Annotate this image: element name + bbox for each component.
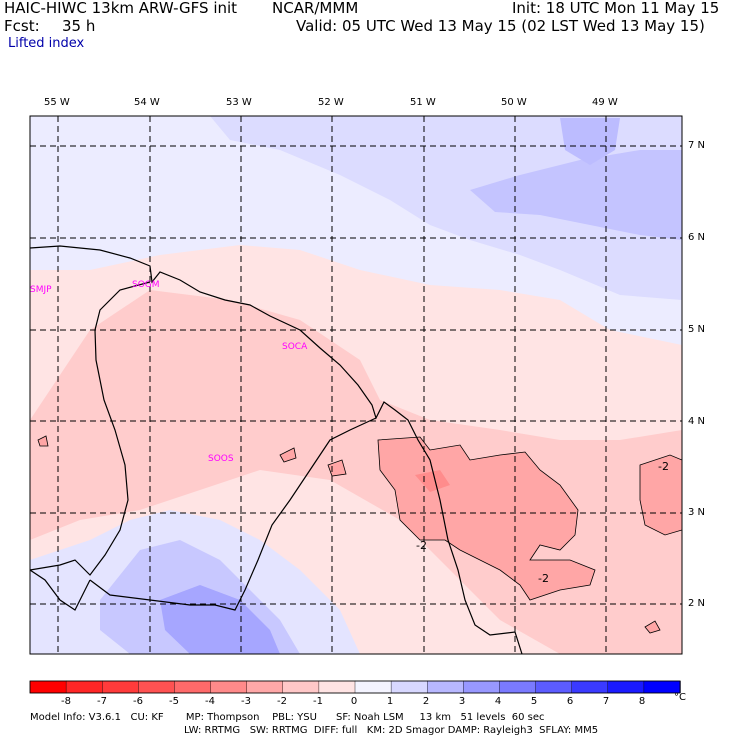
colorbar-swatch: [390, 680, 428, 694]
warm-cell: [644, 620, 661, 634]
lat-label: 6 N: [688, 232, 706, 243]
colorbar-label: 8: [638, 696, 646, 707]
station-label: SOGM: [132, 280, 160, 290]
colorbar-label: -1: [313, 696, 323, 707]
lon-label: 54 W: [134, 97, 160, 108]
lon-label: 50 W: [501, 97, 527, 108]
lat-label: 7 N: [688, 140, 706, 151]
org-label: NCAR/MMM: [272, 0, 359, 17]
warm-cell: [279, 447, 297, 463]
colorbar-swatch: [354, 680, 392, 694]
lat-label: 5 N: [688, 324, 706, 335]
colorbar-swatch: [463, 680, 501, 694]
cool-region-strong: [470, 150, 682, 240]
contour-label: -2: [416, 539, 427, 552]
colorbar-label: -7: [97, 696, 107, 707]
cool-patch-top: [560, 118, 620, 165]
lat-label: 3 N: [688, 507, 706, 518]
colorbar-swatch: [318, 680, 356, 694]
colorbar-label: 2: [422, 696, 430, 707]
grid-lines: [30, 116, 682, 654]
init-time: Init: 18 UTC Mon 11 May 15: [512, 0, 720, 17]
colorbar-swatch: [499, 680, 537, 694]
colorbar-swatch: [282, 680, 320, 694]
colorbar-label: -4: [205, 696, 215, 707]
field-name: Lifted index: [8, 36, 85, 51]
colorbar-swatch: [571, 680, 609, 694]
station-label: SOOS: [208, 454, 234, 464]
border-suriname-french-guiana: [30, 281, 151, 576]
contour-label: -2: [538, 572, 549, 585]
colorbar-swatch: [65, 680, 103, 694]
map-frame: [29, 115, 683, 655]
lon-label: 52 W: [318, 97, 344, 108]
colorbar-label: -8: [61, 696, 71, 707]
colorbar-label: 5: [530, 696, 538, 707]
colorbar-swatch: [138, 680, 176, 694]
colorbar-label: -3: [241, 696, 251, 707]
colorbar-swatch: [102, 680, 140, 694]
border-west: [30, 569, 91, 611]
colorbar-swatch: [29, 680, 67, 694]
lon-label: 49 W: [592, 97, 618, 108]
colorbar-swatch: [427, 680, 465, 694]
colorbar-label: 6: [566, 696, 574, 707]
colorbar-label: 3: [458, 696, 466, 707]
warm-cell: [37, 435, 49, 447]
colorbar-label: 0: [350, 696, 358, 707]
coastline: [30, 245, 523, 654]
contour-label: -2: [658, 460, 669, 473]
lon-label: 53 W: [226, 97, 252, 108]
colorbar-label: 1: [386, 696, 394, 707]
station-label: SOCA: [282, 342, 308, 352]
colorbar-label: 4: [494, 696, 502, 707]
cool-region-southwest-strong: [160, 585, 280, 654]
warm-core: [415, 470, 450, 492]
lat-label: 4 N: [688, 416, 706, 427]
lon-label: 51 W: [410, 97, 436, 108]
warm-region-east: [639, 454, 682, 536]
forecast-hours: 35 h: [62, 17, 96, 35]
lat-label: 2 N: [688, 598, 706, 609]
colorbar-label: -6: [133, 696, 143, 707]
station-label: SMJP: [30, 285, 52, 295]
colorbar-swatch: [535, 680, 573, 694]
colorbar-swatch: [174, 680, 212, 694]
colorbar-label: 7: [602, 696, 610, 707]
model-title: HAIC-HIWC 13km ARW-GFS init: [4, 0, 238, 17]
colorbar-swatch: [607, 680, 645, 694]
colorbar-swatch: [246, 680, 284, 694]
model-info-line1: Model Info: V3.6.1 CU: KF MP: Thompson P…: [30, 712, 545, 723]
colorbar-unit: °C: [674, 692, 686, 703]
valid-time: Valid: 05 UTC Wed 13 May 15 (02 LST Wed …: [296, 17, 705, 35]
colorbar-label: -2: [277, 696, 287, 707]
lon-label: 55 W: [44, 97, 70, 108]
forecast-label: Fcst:: [4, 17, 40, 35]
cool-region-mid: [210, 116, 682, 300]
colorbar-swatch: [210, 680, 248, 694]
model-info-line2: LW: RRTMG SW: RRTMG DIFF: full KM: 2D Sm…: [184, 725, 599, 736]
border-brazil: [89, 417, 377, 611]
colorbar-label: -5: [169, 696, 179, 707]
